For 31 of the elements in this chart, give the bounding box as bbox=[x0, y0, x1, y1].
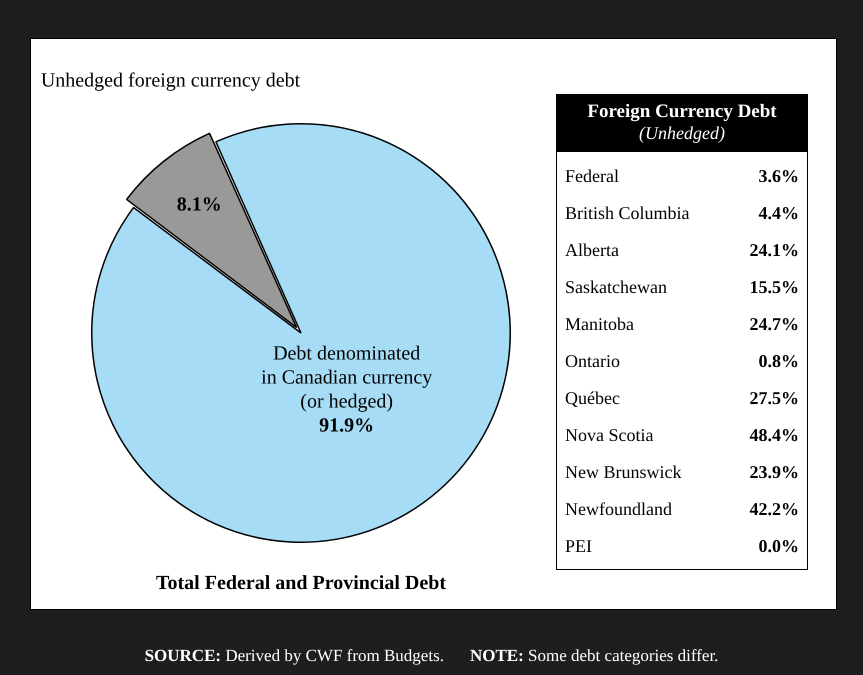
text: NOTE: Some debt categories differ. bbox=[470, 646, 718, 666]
data-label: 8.1% bbox=[176, 194, 222, 216]
text: 0.8% bbox=[758, 351, 799, 371]
category-label: Ontario bbox=[564, 350, 621, 373]
text: 4.4% bbox=[758, 203, 799, 223]
category-label: Alberta bbox=[564, 239, 620, 262]
slice-label: Unhedged foreign currency debt bbox=[40, 69, 301, 92]
text: 27.5% bbox=[750, 388, 799, 408]
category-label: New Brunswick bbox=[564, 461, 682, 484]
category-label: Saskatchewan bbox=[564, 276, 668, 299]
source-note: SOURCE: Derived by CWF from Budgets. bbox=[144, 646, 444, 666]
text: 48.4% bbox=[750, 425, 799, 445]
text: 0.0% bbox=[758, 536, 799, 556]
slice-label: Debt denominated in Canadian currency (or hedged) bbox=[261, 342, 432, 413]
text: 42.2% bbox=[750, 499, 799, 519]
text: Foreign Currency Debt bbox=[586, 101, 778, 123]
text: 3.6% bbox=[758, 166, 799, 186]
text: (Unhedged) bbox=[638, 123, 726, 144]
category-label: PEI bbox=[564, 535, 593, 558]
data-label: 91.9% bbox=[319, 414, 374, 436]
category-label: Federal bbox=[564, 165, 620, 188]
category-label: Nova Scotia bbox=[564, 424, 654, 447]
category-label: British Columbia bbox=[564, 202, 691, 225]
category-label: Québec bbox=[564, 387, 621, 410]
category-label: Newfoundland bbox=[564, 498, 673, 521]
text: 24.7% bbox=[750, 314, 799, 334]
category-label: Manitoba bbox=[564, 313, 635, 336]
text: 24.1% bbox=[750, 240, 799, 260]
text: 15.5% bbox=[750, 277, 799, 297]
text: Total Federal and Provincial Debt bbox=[156, 572, 446, 594]
text: 23.9% bbox=[750, 462, 799, 482]
